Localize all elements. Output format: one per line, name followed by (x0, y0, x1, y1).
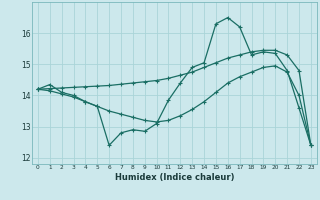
X-axis label: Humidex (Indice chaleur): Humidex (Indice chaleur) (115, 173, 234, 182)
